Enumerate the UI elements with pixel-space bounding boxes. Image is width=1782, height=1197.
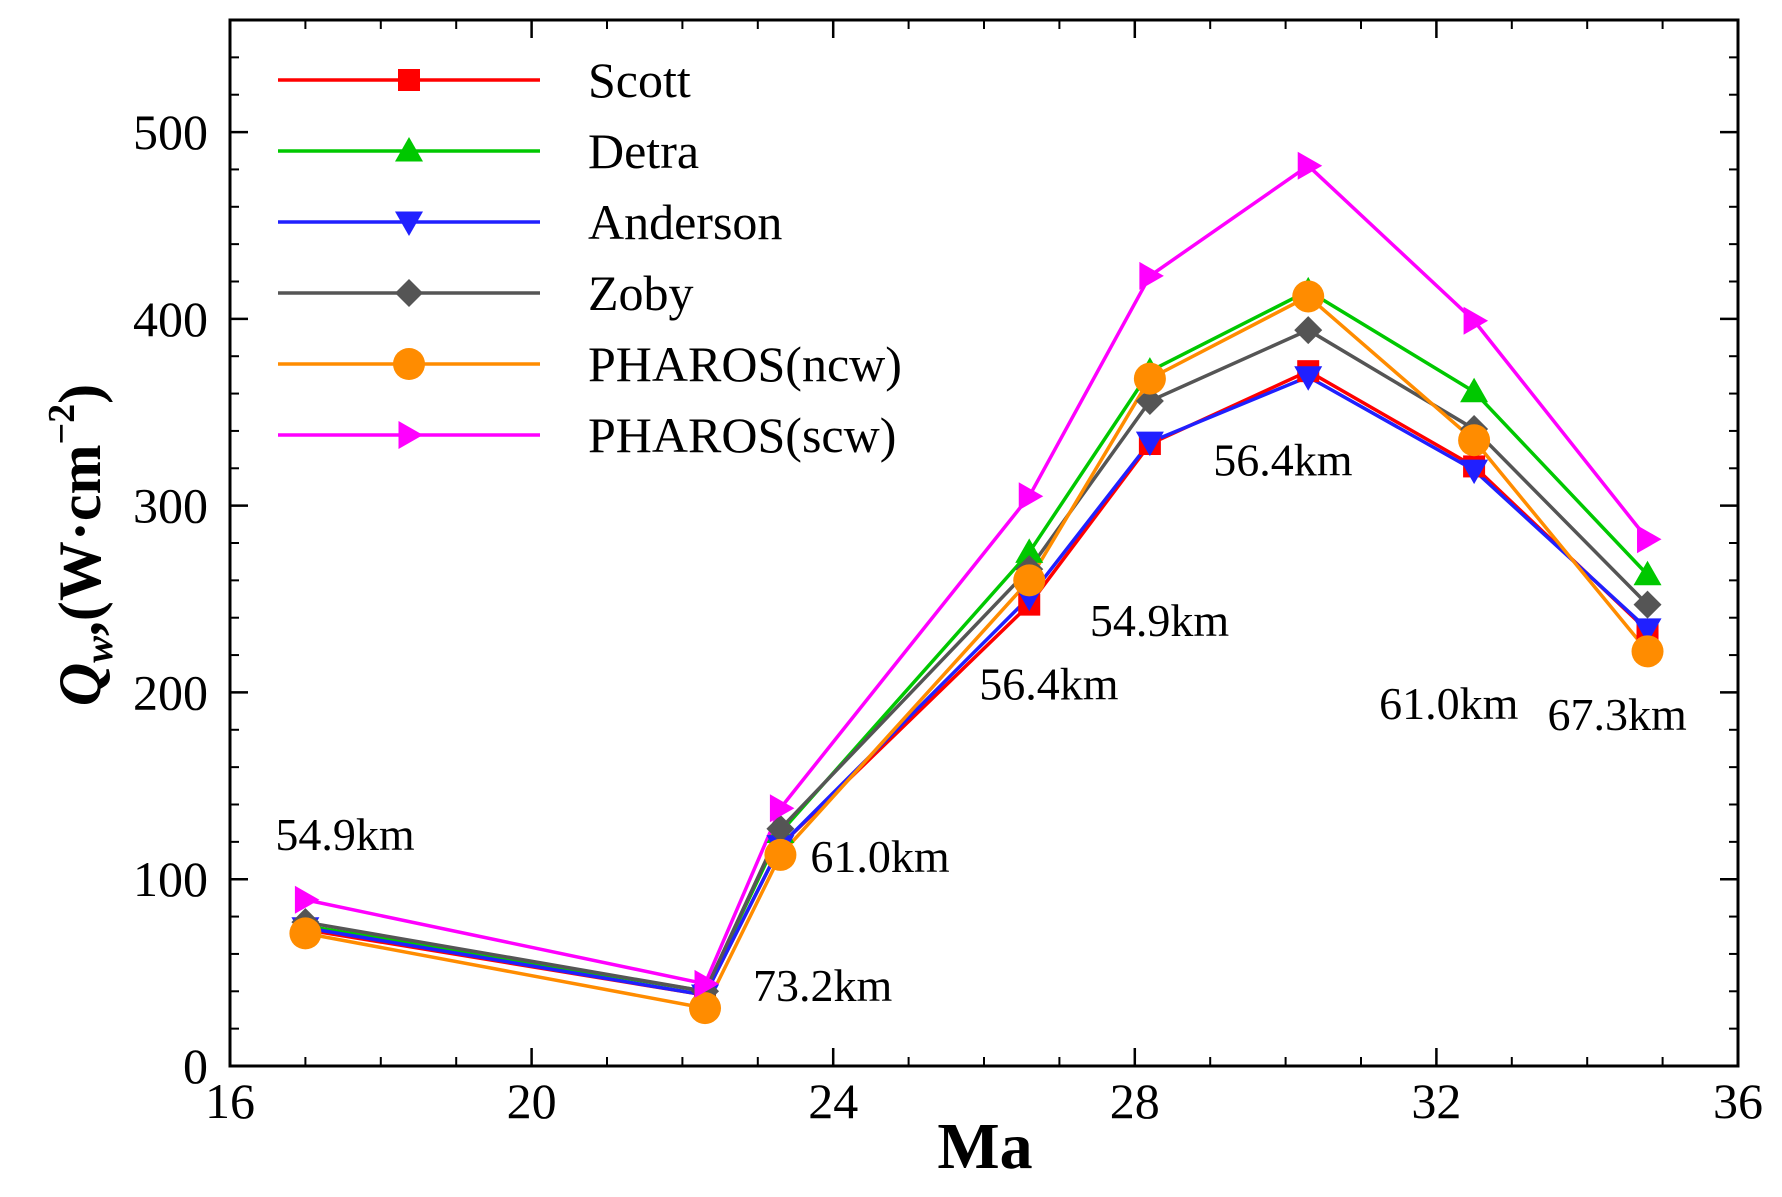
data-point-pharos-scw bbox=[1463, 306, 1489, 335]
altitude-annotation: 73.2km bbox=[753, 960, 893, 1011]
data-point-anderson bbox=[1460, 459, 1489, 485]
legend-label: Anderson bbox=[588, 194, 782, 250]
y-axis-label: Qw,(W·cm−2) bbox=[41, 384, 121, 706]
data-point-zoby bbox=[766, 814, 795, 843]
data-point-pharos-ncw bbox=[1292, 280, 1325, 313]
legend-label: PHAROS(scw) bbox=[588, 407, 896, 463]
legend-marker bbox=[395, 279, 423, 307]
data-point-zoby bbox=[1294, 316, 1323, 345]
y-tick-label: 500 bbox=[133, 104, 208, 160]
x-tick-label: 16 bbox=[205, 1073, 255, 1129]
data-point-pharos-scw bbox=[694, 969, 720, 998]
x-tick-label: 20 bbox=[507, 1073, 557, 1129]
data-point-zoby bbox=[1633, 590, 1662, 619]
data-point-anderson bbox=[1135, 431, 1164, 457]
x-tick-label: 24 bbox=[808, 1073, 858, 1129]
altitude-annotation: 61.0km bbox=[1379, 678, 1519, 729]
y-tick-label: 100 bbox=[133, 851, 208, 907]
data-point-anderson bbox=[1294, 366, 1323, 391]
y-axis-label-close: ) bbox=[47, 384, 113, 404]
data-point-pharos-ncw bbox=[689, 992, 722, 1025]
data-point-zoby bbox=[1135, 387, 1164, 416]
series-line-pharos-scw bbox=[305, 163, 1649, 986]
y-axis-label-q: Q bbox=[47, 663, 113, 706]
data-point-pharos-ncw bbox=[764, 838, 797, 871]
data-point-pharos-scw bbox=[1297, 151, 1323, 180]
altitude-annotation: 54.9km bbox=[1090, 595, 1230, 646]
y-axis-label-unit: ,(W·cm bbox=[47, 445, 113, 637]
x-tick-label: 28 bbox=[1110, 1073, 1160, 1129]
data-point-detra bbox=[1460, 377, 1489, 403]
data-point-anderson bbox=[1633, 618, 1662, 643]
y-axis-label-sup: −2 bbox=[41, 404, 83, 445]
y-axis-label-sub: w bbox=[76, 636, 121, 663]
data-point-pharos-ncw bbox=[1458, 424, 1491, 457]
series-line-zoby bbox=[305, 328, 1649, 994]
legend-label: Detra bbox=[588, 123, 699, 179]
altitude-annotation: 56.4km bbox=[979, 659, 1119, 710]
altitude-annotation: 61.0km bbox=[810, 831, 950, 882]
x-tick-label: 32 bbox=[1411, 1073, 1461, 1129]
y-tick-label: 400 bbox=[133, 291, 208, 347]
data-point-detra bbox=[1015, 538, 1044, 563]
altitude-annotation: 67.3km bbox=[1548, 689, 1688, 740]
altitude-annotation: 54.9km bbox=[275, 809, 415, 860]
data-point-pharos-ncw bbox=[1133, 362, 1166, 395]
legend-marker bbox=[398, 69, 420, 91]
x-axis-label: Ma bbox=[937, 1110, 1032, 1183]
data-point-pharos-ncw bbox=[1631, 635, 1664, 668]
data-point-pharos-ncw bbox=[1013, 564, 1046, 597]
data-point-pharos-scw bbox=[1139, 261, 1164, 290]
y-tick-label: 300 bbox=[133, 478, 208, 534]
y-tick-label: 200 bbox=[133, 664, 208, 720]
legend-label: Scott bbox=[588, 52, 691, 108]
legend-marker bbox=[395, 137, 423, 162]
x-tick-label: 36 bbox=[1713, 1073, 1763, 1129]
data-point-pharos-scw bbox=[1018, 482, 1044, 511]
data-point-detra bbox=[1633, 560, 1662, 586]
series-line-anderson bbox=[305, 375, 1649, 997]
legend-marker bbox=[398, 421, 423, 449]
plot-frame bbox=[228, 18, 1740, 1068]
series-line-pharos-ncw bbox=[305, 294, 1649, 1010]
y-tick-label: 0 bbox=[183, 1038, 208, 1094]
data-point-pharos-ncw bbox=[289, 917, 322, 950]
altitude-annotation: 56.4km bbox=[1213, 435, 1353, 486]
legend-marker bbox=[395, 211, 423, 236]
legend-label: Zoby bbox=[588, 265, 694, 321]
data-point-pharos-scw bbox=[769, 794, 795, 823]
legend-label: PHAROS(ncw) bbox=[588, 336, 902, 392]
data-point-pharos-scw bbox=[1637, 525, 1662, 554]
data-point-pharos-scw bbox=[294, 885, 320, 914]
legend-marker bbox=[393, 348, 425, 380]
